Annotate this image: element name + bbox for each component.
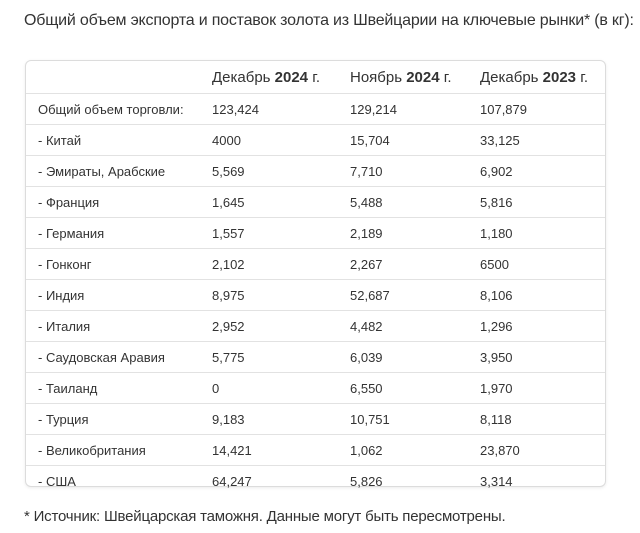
row-value: 0 xyxy=(212,372,350,404)
header-empty xyxy=(26,61,212,94)
row-label: - Великобритания xyxy=(26,434,212,466)
row-value: 3,950 xyxy=(480,341,605,373)
table-row: - Германия 1,557 2,189 1,180 xyxy=(26,217,605,249)
row-value: 4,482 xyxy=(350,310,480,342)
row-value: 6,039 xyxy=(350,341,480,373)
table-row: - Саудовская Аравия 5,775 6,039 3,950 xyxy=(26,341,605,373)
table-row: - Италия 2,952 4,482 1,296 xyxy=(26,310,605,342)
table-row: - Таиланд 0 6,550 1,970 xyxy=(26,372,605,404)
row-value: 6,902 xyxy=(480,155,605,187)
row-value: 33,125 xyxy=(480,124,605,156)
table-row: - Китай 4000 15,704 33,125 xyxy=(26,124,605,156)
header-dec-2023: Декабрь 2023 г. xyxy=(480,68,589,86)
row-value: 8,975 xyxy=(212,279,350,311)
row-value: 5,775 xyxy=(212,341,350,373)
table-row: - Эмираты, Арабские 5,569 7,710 6,902 xyxy=(26,155,605,187)
row-label: - Таиланд xyxy=(26,372,212,404)
row-value: 2,952 xyxy=(212,310,350,342)
header-nov-2024: Ноябрь 2024 г. xyxy=(350,68,452,86)
table-row: - Франция 1,645 5,488 5,816 xyxy=(26,186,605,218)
row-value: 4000 xyxy=(212,124,350,156)
table-row-total: Общий объем торговли: 123,424 129,214 107,8… xyxy=(26,93,605,125)
row-value: 2,189 xyxy=(350,217,480,249)
row-value: 14,421 xyxy=(212,434,350,466)
row-label: Общий объем торговли: xyxy=(26,93,212,125)
row-value: 64,247 xyxy=(212,465,350,496)
source-footnote: * Источник: Швейцарская таможня. Данные … xyxy=(24,508,506,525)
row-value: 1,296 xyxy=(480,310,605,342)
row-value: 2,102 xyxy=(212,248,350,280)
table-row: - Индия 8,975 52,687 8,106 xyxy=(26,279,605,311)
row-value: 10,751 xyxy=(350,403,480,435)
row-value: 123,424 xyxy=(212,93,350,125)
row-label: - Эмираты, Арабские xyxy=(26,155,212,187)
row-value: 5,816 xyxy=(480,186,605,218)
row-value: 6,550 xyxy=(350,372,480,404)
row-label: - Китай xyxy=(26,124,212,156)
row-value: 1,180 xyxy=(480,217,605,249)
table-row: - Турция 9,183 10,751 8,118 xyxy=(26,403,605,435)
row-value: 8,106 xyxy=(480,279,605,311)
header-dec-2024: Декабрь 2024 г. xyxy=(212,68,321,86)
page-title: Общий объем экспорта и поставок золота и… xyxy=(24,12,634,29)
row-value: 1,645 xyxy=(212,186,350,218)
row-label: - Франция xyxy=(26,186,212,218)
row-label: - Турция xyxy=(26,403,212,435)
table-header-row: Декабрь 2024 г. Ноябрь 2024 г. Декабрь 2… xyxy=(26,61,605,94)
table-row: - Гонконг 2,102 2,267 6500 xyxy=(26,248,605,280)
row-value: 5,826 xyxy=(350,465,480,496)
row-label: - США xyxy=(26,465,212,496)
row-value: 8,118 xyxy=(480,403,605,435)
row-value: 1,970 xyxy=(480,372,605,404)
row-value: 1,062 xyxy=(350,434,480,466)
row-label: - Гонконг xyxy=(26,248,212,280)
row-label: - Индия xyxy=(26,279,212,311)
row-value: 52,687 xyxy=(350,279,480,311)
row-value: 23,870 xyxy=(480,434,605,466)
table-row: - Великобритания 14,421 1,062 23,870 xyxy=(26,434,605,466)
row-value: 6500 xyxy=(480,248,605,280)
row-value: 3,314 xyxy=(480,465,605,496)
row-value: 107,879 xyxy=(480,93,605,125)
gold-export-table: Декабрь 2024 г. Ноябрь 2024 г. Декабрь 2… xyxy=(25,60,606,496)
row-label: - Италия xyxy=(26,310,212,342)
table-row: - США 64,247 5,826 3,314 xyxy=(26,465,605,496)
row-value: 7,710 xyxy=(350,155,480,187)
row-label: - Германия xyxy=(26,217,212,249)
row-value: 1,557 xyxy=(212,217,350,249)
row-label: - Саудовская Аравия xyxy=(26,341,212,373)
row-value: 129,214 xyxy=(350,93,480,125)
row-value: 15,704 xyxy=(350,124,480,156)
row-value: 5,569 xyxy=(212,155,350,187)
row-value: 9,183 xyxy=(212,403,350,435)
row-value: 2,267 xyxy=(350,248,480,280)
row-value: 5,488 xyxy=(350,186,480,218)
